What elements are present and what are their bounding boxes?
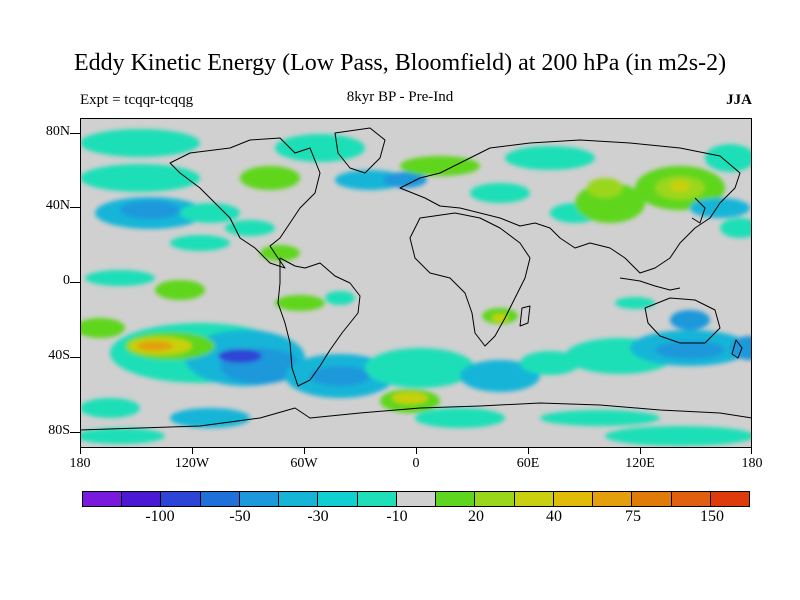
season-label: JJA <box>726 92 752 108</box>
colorbar-box-2 <box>161 492 201 506</box>
colorbar-label-20: 20 <box>468 508 484 525</box>
tick-60e <box>528 448 529 454</box>
tick-180e <box>751 448 752 454</box>
lon-label-180e: 180 <box>741 456 763 471</box>
tick-0 <box>70 282 80 283</box>
colorbar-box-4 <box>239 492 280 506</box>
lon-label-60w: 60W <box>290 456 318 471</box>
map-svg <box>80 118 752 448</box>
experiment-label: Expt = tcqqr-tcqqg <box>80 92 194 108</box>
lat-label-40s: 40S <box>48 348 70 363</box>
plot-title: Eddy Kinetic Energy (Low Pass, Bloomfiel… <box>73 50 727 76</box>
colorbar-box-12 <box>553 492 594 506</box>
colorbar-box-9 <box>436 492 476 506</box>
lon-label-120e: 120E <box>625 456 655 471</box>
lat-label-80s: 80S <box>48 423 70 438</box>
colorbar-box-7 <box>357 492 397 506</box>
colorbar-label-neg30: -30 <box>307 508 329 525</box>
tick-180w <box>80 448 81 454</box>
colorbar-box-1 <box>122 492 162 506</box>
colorbar-box-16 <box>710 492 749 506</box>
colorbar-label-neg10: -10 <box>386 508 408 525</box>
tick-40s <box>70 357 80 358</box>
colorbar-box-8 <box>396 492 437 506</box>
colorbar-box-6 <box>318 492 358 506</box>
colorbar <box>82 491 750 507</box>
tick-120e <box>640 448 641 454</box>
colorbar-box-10 <box>475 492 515 506</box>
lon-label-60e: 60E <box>516 456 540 471</box>
anomaly-field <box>80 129 752 446</box>
colorbar-label-neg100: -100 <box>145 508 175 525</box>
colorbar-box-5 <box>279 492 319 506</box>
colorbar-label-neg50: -50 <box>229 508 251 525</box>
lat-label-40n: 40N <box>45 198 70 213</box>
tick-40n <box>70 207 80 208</box>
tick-120w <box>192 448 193 454</box>
colorbar-box-11 <box>514 492 554 506</box>
colorbar-box-15 <box>671 492 711 506</box>
lon-label-120w: 120W <box>174 456 210 471</box>
colorbar-label-75: 75 <box>625 508 641 525</box>
period-label: 8kyr BP - Pre-Ind <box>346 89 454 105</box>
tick-60w <box>304 448 305 454</box>
lat-label-80n: 80N <box>45 124 70 139</box>
colorbar-label-150: 150 <box>700 508 724 525</box>
lat-label-equator: 0 <box>63 273 70 288</box>
colorbar-box-13 <box>593 492 633 506</box>
colorbar-box-14 <box>632 492 672 506</box>
colorbar-box-0 <box>83 492 123 506</box>
lon-label-0: 0 <box>412 456 420 471</box>
coastlines <box>80 127 752 431</box>
colorbar-label-40: 40 <box>546 508 562 525</box>
tick-80n <box>70 133 80 134</box>
tick-80s <box>70 432 80 433</box>
colorbar-box-3 <box>200 492 240 506</box>
map-panel <box>80 118 752 448</box>
tick-0lon <box>416 448 417 454</box>
lon-label-180w: 180 <box>69 456 91 471</box>
